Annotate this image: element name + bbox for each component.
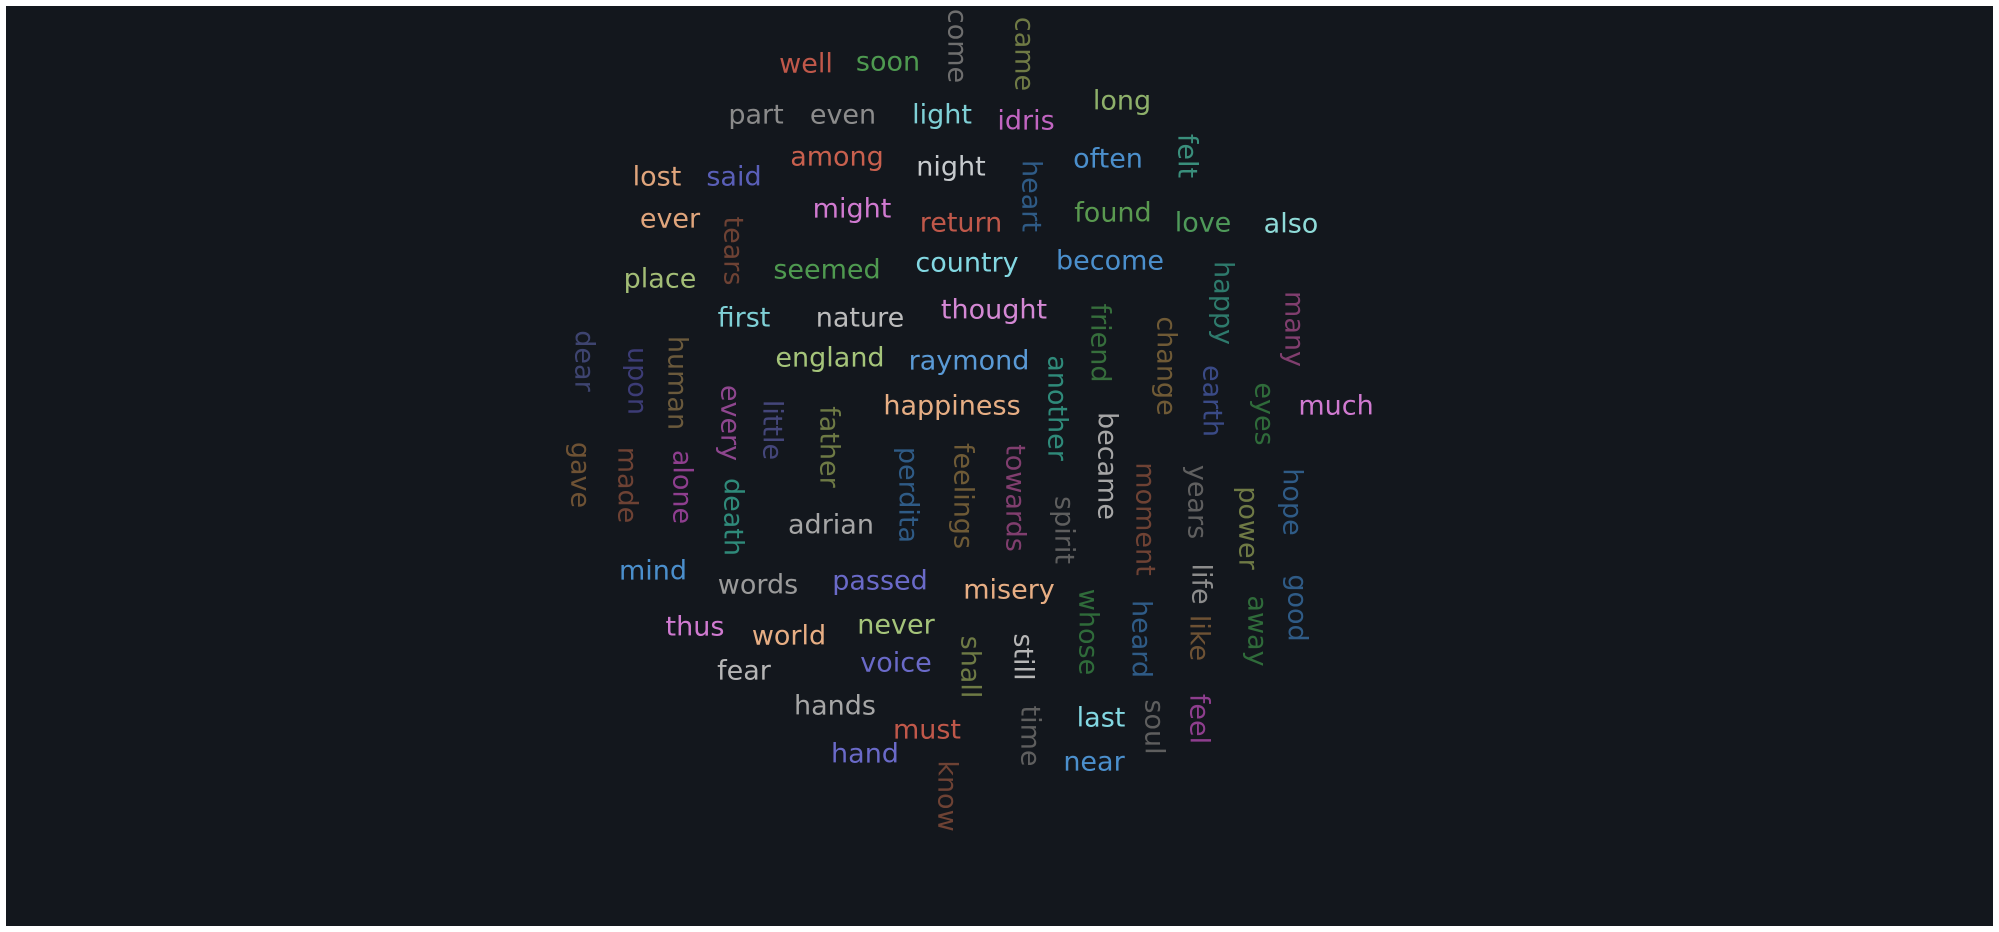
word-well: well — [779, 49, 833, 80]
word-idris: idris — [997, 106, 1054, 137]
word-years: years — [1182, 465, 1213, 539]
word-human: human — [662, 336, 693, 430]
word-words: words — [718, 570, 798, 601]
word-life: life — [1186, 563, 1217, 604]
word-near: near — [1063, 747, 1125, 778]
word-feel: feel — [1184, 694, 1215, 744]
word-soon: soon — [856, 47, 920, 78]
word-tears: tears — [718, 217, 749, 286]
word-hand: hand — [831, 739, 899, 770]
word-might: might — [813, 194, 892, 225]
word-return: return — [920, 208, 1003, 239]
word-hands: hands — [794, 691, 876, 722]
word-thus: thus — [666, 612, 725, 643]
word-last: last — [1077, 703, 1126, 734]
word-cloud: well soon come came long part even light idris fe… — [565, 9, 1374, 832]
word-happy: happy — [1208, 261, 1239, 345]
word-many: many — [1279, 291, 1310, 367]
word-still: still — [1008, 633, 1039, 680]
word-shall: shall — [955, 636, 986, 699]
word-spirit: spirit — [1049, 496, 1080, 564]
word-must: must — [893, 715, 961, 746]
word-misery: misery — [963, 575, 1055, 606]
word-ever: ever — [640, 204, 701, 235]
word-thought: thought — [941, 295, 1047, 326]
word-often: often — [1073, 144, 1143, 175]
word-good: good — [1282, 574, 1313, 641]
word-voice: voice — [860, 648, 931, 679]
word-fear: fear — [717, 656, 772, 687]
word-earth: earth — [1197, 365, 1228, 437]
word-upon: upon — [622, 347, 653, 415]
word-perdita: perdita — [893, 447, 924, 543]
word-father: father — [814, 406, 845, 488]
word-towards: towards — [1000, 444, 1031, 552]
word-like: like — [1184, 615, 1215, 661]
word-know: know — [932, 760, 963, 831]
word-death: death — [718, 478, 749, 556]
word-much: much — [1298, 391, 1373, 422]
word-friend: friend — [1085, 304, 1116, 383]
word-mind: mind — [619, 556, 687, 587]
word-adrian: adrian — [788, 510, 874, 541]
word-little: little — [757, 400, 788, 460]
word-cloud-panel: well soon come came long part even light idris fe… — [6, 6, 1993, 926]
word-felt: felt — [1172, 134, 1203, 178]
word-power: power — [1233, 486, 1264, 570]
word-every: every — [715, 385, 746, 461]
word-whose: whose — [1073, 589, 1104, 675]
word-never: never — [857, 610, 935, 641]
word-light: light — [912, 100, 972, 131]
word-country: country — [915, 248, 1018, 279]
word-nature: nature — [816, 303, 904, 334]
word-became: became — [1092, 412, 1123, 520]
word-hope: hope — [1277, 468, 1308, 535]
word-soul: soul — [1139, 699, 1170, 754]
word-long: long — [1093, 86, 1151, 117]
word-among: among — [790, 142, 884, 173]
word-night: night — [916, 152, 985, 183]
word-heard: heard — [1126, 600, 1157, 678]
word-world: world — [752, 621, 826, 652]
word-said: said — [706, 162, 761, 193]
word-moment: moment — [1130, 462, 1161, 575]
word-even: even — [810, 100, 876, 131]
word-alone: alone — [667, 450, 698, 524]
word-seemed: seemed — [773, 255, 880, 286]
word-come: come — [942, 9, 973, 83]
word-happiness: happiness — [883, 391, 1020, 422]
word-heart: heart — [1016, 160, 1047, 232]
word-part: part — [728, 100, 783, 131]
word-change: change — [1151, 316, 1182, 415]
word-place: place — [624, 264, 697, 295]
word-first: first — [718, 303, 771, 334]
word-raymond: raymond — [909, 346, 1030, 377]
word-made: made — [612, 447, 643, 524]
word-dear: dear — [569, 330, 600, 392]
word-away: away — [1242, 595, 1273, 666]
word-gave: gave — [565, 442, 596, 508]
word-also: also — [1264, 209, 1319, 240]
word-become: become — [1056, 246, 1164, 277]
word-feelings: feelings — [948, 443, 979, 549]
word-found: found — [1074, 198, 1151, 229]
word-lost: lost — [633, 162, 682, 193]
word-came: came — [1009, 17, 1040, 91]
word-passed: passed — [832, 566, 928, 597]
word-another: another — [1042, 355, 1073, 461]
word-love: love — [1175, 208, 1232, 239]
word-england: england — [775, 343, 884, 374]
word-eyes: eyes — [1249, 382, 1280, 445]
word-time: time — [1015, 705, 1046, 766]
